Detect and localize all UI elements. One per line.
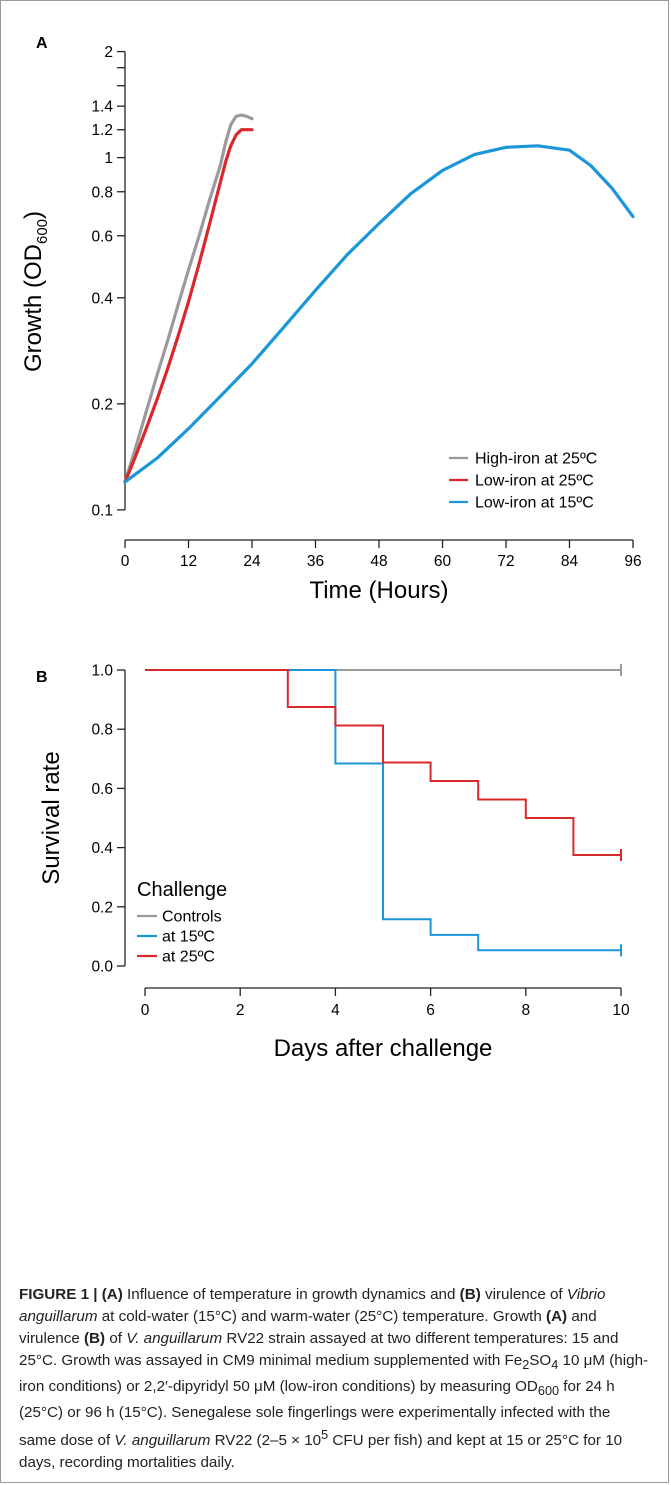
y-tick-label: 1.4 bbox=[91, 99, 113, 116]
legend-label: Low-iron at 25ºC bbox=[475, 473, 594, 490]
panel-label: A bbox=[36, 35, 48, 52]
x-tick-label: 24 bbox=[243, 553, 261, 570]
legend-label: Controls bbox=[162, 909, 222, 926]
y-tick-label: 1.0 bbox=[91, 663, 113, 680]
caption-text: Influence of temperature in growth dynam… bbox=[122, 1286, 460, 1303]
legend-label: at 25ºC bbox=[162, 949, 215, 966]
x-tick-label: 36 bbox=[307, 553, 324, 570]
series-line bbox=[123, 144, 635, 484]
x-tick-label: 12 bbox=[180, 553, 197, 570]
x-tick-label: 72 bbox=[497, 553, 514, 570]
growth-chart: A 0.1 0.2 0.4 0.6 0.8 1 1.2 1.4 2 0 12 24 36 48 60 72 84 9… bbox=[20, 35, 642, 604]
x-axis-label: Days after challenge bbox=[274, 1035, 493, 1062]
caption-subscript: 2 bbox=[522, 1358, 530, 1373]
legend-label: High-iron at 25ºC bbox=[475, 451, 597, 468]
caption-subscript: 4 bbox=[551, 1358, 559, 1373]
x-tick-label: 84 bbox=[561, 553, 579, 570]
x-tick-label: 2 bbox=[236, 1002, 245, 1019]
panel-label: B bbox=[36, 669, 48, 686]
y-tick-label: 0.6 bbox=[91, 228, 113, 245]
caption-text: of bbox=[105, 1330, 127, 1347]
y-tick-label: 0.2 bbox=[91, 899, 113, 916]
legend-title: Challenge bbox=[137, 879, 227, 901]
caption-text: virulence of bbox=[480, 1286, 567, 1303]
series-step-line bbox=[145, 669, 621, 856]
x-tick-label: 6 bbox=[426, 1002, 435, 1019]
y-tick-label: 0.1 bbox=[91, 502, 113, 519]
caption-a-ref: (A) bbox=[546, 1308, 568, 1325]
legend-label: Low-iron at 15ºC bbox=[475, 495, 594, 512]
caption-b-ref: (B) bbox=[84, 1330, 106, 1347]
y-axis-label: Survival rate bbox=[38, 751, 65, 884]
caption-text: RV22 strain assayed at two different tem… bbox=[19, 1330, 619, 1369]
caption-text: at cold-water (15°C) and warm-water (25°… bbox=[97, 1308, 547, 1325]
x-tick-label: 96 bbox=[624, 553, 641, 570]
caption-text: RV22 (2–5 × 10 bbox=[210, 1432, 322, 1450]
y-tick-label: 0.8 bbox=[91, 722, 113, 739]
caption-species: V. anguillarum bbox=[126, 1330, 223, 1347]
caption-a-ref: (A) bbox=[101, 1286, 123, 1303]
y-tick-label: 0.4 bbox=[91, 290, 113, 307]
x-tick-label: 60 bbox=[434, 553, 452, 570]
y-tick-label: 0.6 bbox=[91, 781, 113, 798]
y-tick-label: 1.2 bbox=[91, 122, 113, 139]
caption-b-ref: (B) bbox=[459, 1286, 481, 1303]
series-line bbox=[123, 128, 254, 484]
figure-caption: FIGURE 1 | (A) Influence of temperature … bbox=[19, 1284, 649, 1474]
y-tick-label: 2 bbox=[104, 44, 113, 61]
series-line bbox=[123, 113, 254, 484]
caption-text: 10 μM (high-iron conditions) or 2,2′-dip… bbox=[19, 1352, 649, 1396]
caption-subscript: 600 bbox=[537, 1384, 560, 1399]
caption-text: for 24 h (25°C) or 96 h (15°C). Senegale… bbox=[19, 1378, 615, 1450]
y-tick-label: 0.2 bbox=[91, 396, 113, 413]
y-tick-label: 0.0 bbox=[91, 959, 113, 976]
y-axis-label: Growth (OD600) bbox=[20, 211, 51, 372]
legend-label: at 15ºC bbox=[162, 929, 215, 946]
survival-chart: B 0.0 0.2 0.4 0.6 0.8 1.0 0 2 4 6 8 10 Days after cha… bbox=[36, 663, 630, 1063]
x-tick-label: 8 bbox=[521, 1002, 530, 1019]
x-tick-label: 4 bbox=[331, 1002, 340, 1019]
caption-text: SO bbox=[529, 1352, 552, 1369]
caption-species: V. anguillarum bbox=[114, 1432, 211, 1450]
y-tick-label: 0.4 bbox=[91, 840, 113, 857]
caption-figure-label: FIGURE 1 | bbox=[19, 1286, 102, 1303]
x-tick-label: 48 bbox=[370, 553, 387, 570]
x-tick-label: 0 bbox=[121, 553, 130, 570]
x-axis-label: Time (Hours) bbox=[309, 577, 448, 604]
caption-species: Vibrio anguillarum bbox=[19, 1286, 606, 1325]
caption-text: and virulence bbox=[19, 1308, 597, 1347]
caption-text: CFU per fish) and kept at 15 or 25°C for… bbox=[19, 1432, 623, 1472]
y-tick-label: 1 bbox=[104, 150, 113, 167]
x-tick-label: 10 bbox=[612, 1002, 630, 1019]
caption-superscript: 5 bbox=[321, 1428, 329, 1443]
x-tick-label: 0 bbox=[141, 1002, 150, 1019]
y-tick-label: 0.8 bbox=[91, 184, 113, 201]
